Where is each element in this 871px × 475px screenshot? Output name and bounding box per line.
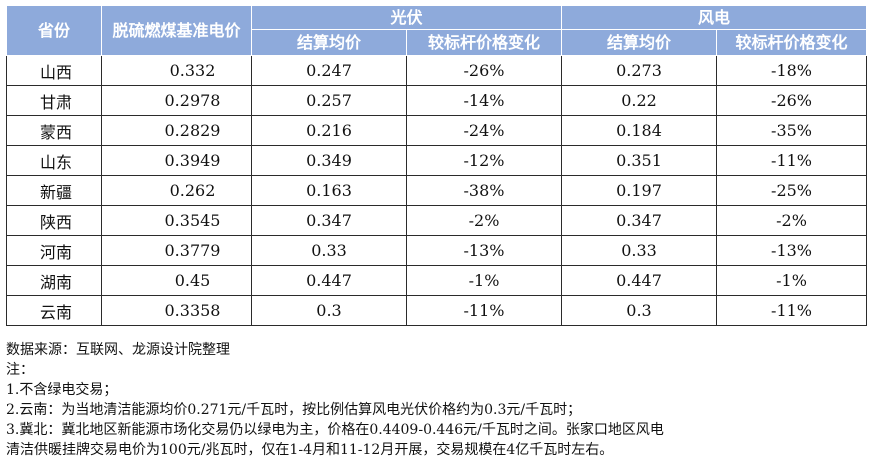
- table-row: 新疆 0.262 0.163 -38% 0.197 -25%: [6, 175, 868, 206]
- pv-change-cell: -11%: [405, 295, 563, 326]
- province-cell: 新疆: [6, 175, 102, 206]
- data-source-text: 数据来源：互联网、龙源设计院整理: [6, 342, 230, 358]
- table-row: 云南 0.3358 0.3 -11% 0.3 -11%: [6, 295, 868, 326]
- base-price-cell: 0.2978: [101, 85, 252, 116]
- province-cell: 云南: [6, 295, 102, 326]
- wind-price-cell: 0.3: [561, 295, 718, 326]
- pv-price-cell: 0.447: [251, 265, 407, 296]
- header-wind-change: 较标杆价格变化: [716, 29, 868, 56]
- base-price-cell: 0.3545: [101, 205, 252, 236]
- header-base-price: 脱硫燃煤基准电价: [101, 5, 252, 56]
- note-item: 3.冀北：冀北地区新能源市场化交易仍以绿电为主，价格在0.4409-0.446元…: [6, 422, 664, 438]
- wind-price-cell: 0.447: [561, 265, 718, 296]
- pv-price-cell: 0.163: [251, 175, 407, 206]
- table-row: 蒙西 0.2829 0.216 -24% 0.184 -35%: [6, 115, 868, 146]
- pv-price-cell: 0.216: [251, 115, 407, 146]
- note-item: 2.云南：为当地清洁能源均价0.271元/千瓦时，按比例估算风电光伏价格约为0.…: [6, 402, 582, 418]
- pv-price-cell: 0.347: [251, 205, 407, 236]
- pv-price-cell: 0.349: [251, 145, 407, 176]
- base-price-cell: 0.45: [101, 265, 252, 296]
- province-cell: 山东: [6, 145, 102, 176]
- pv-change-cell: -2%: [405, 205, 563, 236]
- wind-price-cell: 0.22: [561, 85, 718, 116]
- province-cell: 蒙西: [6, 115, 102, 146]
- pv-change-cell: -13%: [405, 235, 563, 266]
- base-price-cell: 0.3358: [101, 295, 252, 326]
- base-price-cell: 0.3949: [101, 145, 252, 176]
- province-cell: 山西: [6, 55, 102, 86]
- wind-change-cell: -11%: [716, 145, 868, 176]
- wind-price-cell: 0.347: [561, 205, 718, 236]
- province-cell: 甘肃: [6, 85, 102, 116]
- wind-change-cell: -26%: [716, 85, 868, 116]
- pv-price-cell: 0.33: [251, 235, 407, 266]
- table-row: 湖南 0.45 0.447 -1% 0.447 -1%: [6, 265, 868, 296]
- pv-change-cell: -1%: [405, 265, 563, 296]
- note-item: 1.不含绿电交易；: [6, 382, 118, 398]
- wind-change-cell: -25%: [716, 175, 868, 206]
- pv-change-cell: -12%: [405, 145, 563, 176]
- notes-section: 数据来源：互联网、龙源设计院整理 注： 1.不含绿电交易； 2.云南：为当地清洁…: [6, 340, 868, 460]
- table-row: 甘肃 0.2978 0.257 -14% 0.22 -26%: [6, 85, 868, 116]
- table-row: 山东 0.3949 0.349 -12% 0.351 -11%: [6, 145, 868, 176]
- wind-change-cell: -13%: [716, 235, 868, 266]
- header-wind-settle-price: 结算均价: [561, 29, 718, 56]
- wind-change-cell: -35%: [716, 115, 868, 146]
- notes-label: 注：: [6, 362, 34, 378]
- header-pv-settle-price: 结算均价: [251, 29, 407, 56]
- base-price-cell: 0.332: [101, 55, 252, 86]
- pv-change-cell: -24%: [405, 115, 563, 146]
- wind-change-cell: -11%: [716, 295, 868, 326]
- header-pv-change: 较标杆价格变化: [405, 29, 563, 56]
- pv-price-cell: 0.247: [251, 55, 407, 86]
- header-province: 省份: [6, 5, 102, 56]
- table-row: 河南 0.3779 0.33 -13% 0.33 -13%: [6, 235, 868, 266]
- wind-change-cell: -1%: [716, 265, 868, 296]
- table-row: 山西 0.332 0.247 -26% 0.273 -18%: [6, 55, 868, 86]
- wind-price-cell: 0.351: [561, 145, 718, 176]
- base-price-cell: 0.3779: [101, 235, 252, 266]
- pv-price-cell: 0.3: [251, 295, 407, 326]
- pv-price-cell: 0.257: [251, 85, 407, 116]
- pv-change-cell: -38%: [405, 175, 563, 206]
- province-cell: 河南: [6, 235, 102, 266]
- pv-change-cell: -14%: [405, 85, 563, 116]
- header-pv-group: 光伏: [250, 4, 563, 31]
- table-header: 省份 脱硫燃煤基准电价 光伏 风电 结算均价 较标杆价格变化 结算均价 较标杆价…: [6, 4, 868, 56]
- wind-price-cell: 0.184: [561, 115, 718, 146]
- wind-price-cell: 0.33: [561, 235, 718, 266]
- wind-price-cell: 0.273: [561, 55, 718, 86]
- pv-change-cell: -26%: [405, 55, 563, 86]
- base-price-cell: 0.2829: [101, 115, 252, 146]
- header-wind-group: 风电: [561, 4, 868, 31]
- table-body: 山西 0.332 0.247 -26% 0.273 -18% 甘肃 0.2978…: [6, 55, 868, 326]
- province-cell: 陕西: [6, 205, 102, 236]
- province-cell: 湖南: [6, 265, 102, 296]
- electricity-price-table: 省份 脱硫燃煤基准电价 光伏 风电 结算均价 较标杆价格变化 结算均价 较标杆价…: [6, 4, 868, 326]
- wind-change-cell: -2%: [716, 205, 868, 236]
- wind-price-cell: 0.197: [561, 175, 718, 206]
- base-price-cell: 0.262: [101, 175, 252, 206]
- table-row: 陕西 0.3545 0.347 -2% 0.347 -2%: [6, 205, 868, 236]
- wind-change-cell: -18%: [716, 55, 868, 86]
- note-item: 清洁供暖挂牌交易电价为100元/兆瓦时，仅在1-4月和11-12月开展，交易规模…: [6, 442, 614, 458]
